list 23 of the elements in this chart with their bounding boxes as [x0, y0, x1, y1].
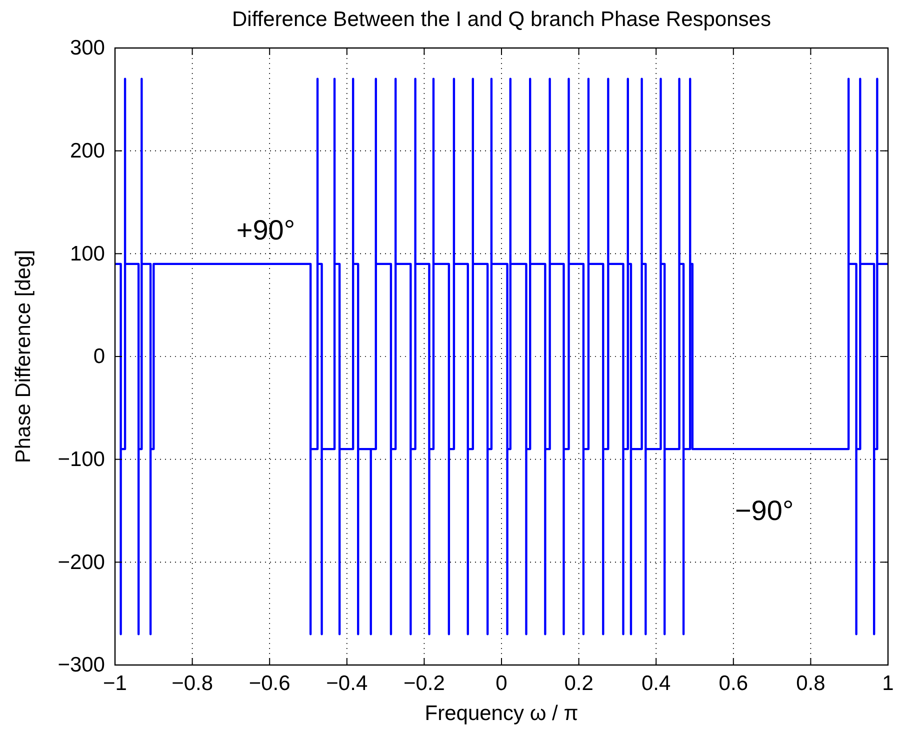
y-tick-label: 300	[70, 36, 105, 60]
y-tick-label: −300	[58, 654, 105, 677]
x-tick-label: −0.2	[403, 672, 445, 695]
x-tick-label: 1	[882, 672, 894, 695]
x-tick-label: −0.8	[172, 672, 214, 695]
x-tick-label: 0.2	[564, 672, 594, 695]
x-tick-label: 0.6	[718, 672, 748, 695]
x-tick-label: −0.6	[248, 672, 290, 695]
y-axis-title: Phase Difference [deg]	[12, 250, 35, 464]
x-tick-label: 0.4	[642, 672, 672, 695]
x-tick-label: 0.8	[796, 672, 826, 695]
y-tick-label: 100	[70, 242, 105, 266]
annotation: −90°	[734, 495, 794, 526]
annotation: +90°	[236, 214, 296, 246]
y-tick-label: 200	[70, 140, 105, 163]
y-tick-label: −200	[58, 550, 105, 574]
y-tick-label: −100	[58, 448, 105, 472]
x-tick-label: 0	[496, 672, 508, 695]
y-tick-label: 0	[93, 345, 105, 368]
chart-title: Difference Between the I and Q branch Phase Responses	[232, 8, 771, 31]
x-axis-title: Frequency ω / π	[424, 702, 578, 725]
x-tick-label: −1	[103, 672, 127, 695]
x-tick-label: −0.4	[326, 672, 368, 695]
